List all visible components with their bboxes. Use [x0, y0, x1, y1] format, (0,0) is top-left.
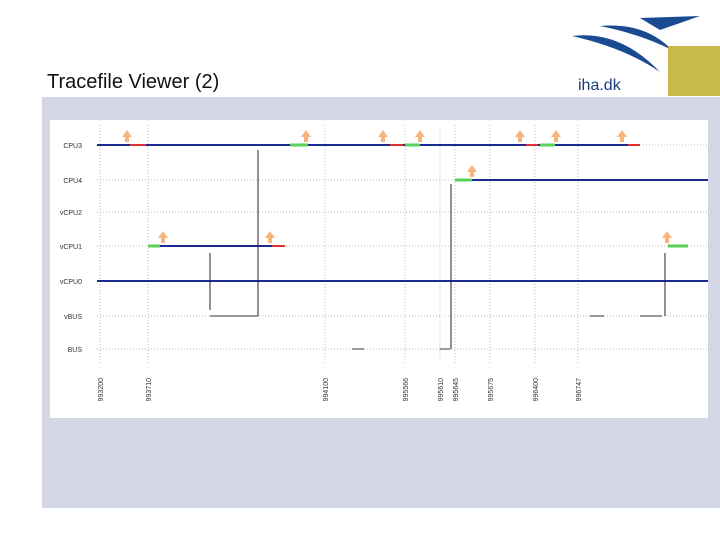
trace: CPU3 CPU4 vCPU2 vCPU1 vCPU0 vBUS BUS 993200 9937… — [60, 125, 708, 401]
row-label: vCPU1 — [60, 244, 82, 251]
time-label: 996747 — [576, 378, 583, 401]
time-label: 995645 — [453, 378, 460, 401]
event-arrow — [662, 231, 672, 243]
event-arrow — [301, 130, 311, 142]
viewer-area — [50, 120, 708, 418]
event-arrow — [515, 130, 525, 142]
time-label: 996400 — [533, 378, 540, 401]
event-arrow — [265, 231, 275, 243]
logo: iha.dk — [572, 16, 720, 96]
time-label: 993710 — [146, 378, 153, 401]
event-arrow — [551, 130, 561, 142]
row-label: vCPU0 — [60, 279, 82, 286]
row-label: vBUS — [64, 314, 82, 321]
time-label: 994100 — [323, 378, 330, 401]
time-label: 995675 — [488, 378, 495, 401]
row-label: vCPU2 — [60, 210, 82, 217]
event-arrow — [617, 130, 627, 142]
time-label: 995610 — [438, 378, 445, 401]
event-arrow — [158, 231, 168, 243]
title: Tracefile Viewer (2) — [47, 71, 219, 93]
row-label: CPU3 — [63, 143, 82, 150]
row-label: BUS — [68, 347, 83, 354]
event-arrow — [122, 130, 132, 142]
event-arrow — [415, 130, 425, 142]
event-arrow — [378, 130, 388, 142]
time-label: 995566 — [403, 378, 410, 401]
event-arrow — [467, 165, 477, 177]
row-label: CPU4 — [63, 178, 82, 185]
time-label: 993200 — [98, 378, 105, 401]
logo-text: iha.dk — [578, 77, 622, 94]
